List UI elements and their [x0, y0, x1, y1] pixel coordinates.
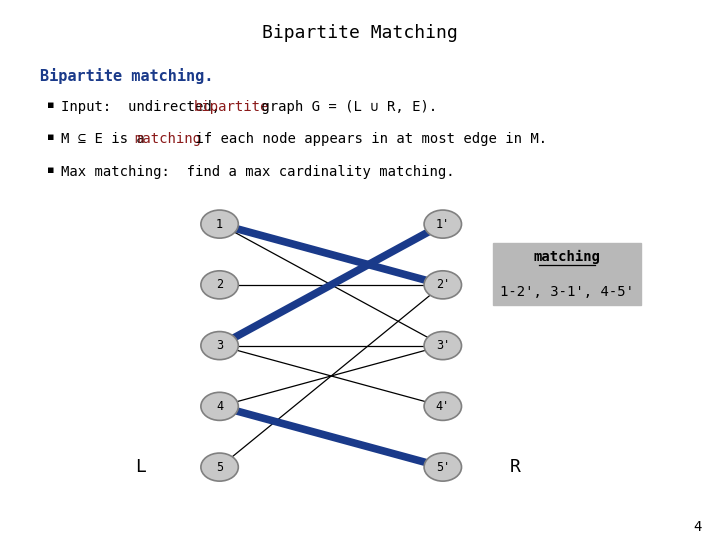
Text: 4: 4	[216, 400, 223, 413]
Text: 2: 2	[216, 278, 223, 292]
Text: Input:  undirected,: Input: undirected,	[61, 100, 229, 114]
Text: matching: matching	[134, 132, 201, 146]
Text: Max matching:  find a max cardinality matching.: Max matching: find a max cardinality mat…	[61, 165, 455, 179]
Text: Bipartite Matching: Bipartite Matching	[262, 24, 458, 42]
Circle shape	[424, 392, 462, 420]
Circle shape	[424, 332, 462, 360]
Text: 1: 1	[216, 218, 223, 231]
Text: bipartite: bipartite	[194, 100, 269, 114]
Text: 5': 5'	[436, 461, 450, 474]
Text: M ⊆ E is a: M ⊆ E is a	[61, 132, 153, 146]
Text: Bipartite matching.: Bipartite matching.	[40, 68, 213, 84]
Text: graph G = (L ∪ R, E).: graph G = (L ∪ R, E).	[253, 100, 438, 114]
Circle shape	[424, 210, 462, 238]
Text: 4: 4	[693, 519, 702, 534]
Text: ▪: ▪	[47, 100, 54, 110]
Text: R: R	[509, 458, 521, 476]
Circle shape	[424, 271, 462, 299]
Text: 3: 3	[216, 339, 223, 352]
Text: 2': 2'	[436, 278, 450, 292]
Circle shape	[201, 392, 238, 420]
Text: 3': 3'	[436, 339, 450, 352]
Text: ▪: ▪	[47, 132, 54, 143]
Circle shape	[201, 453, 238, 481]
Text: 5: 5	[216, 461, 223, 474]
FancyBboxPatch shape	[493, 243, 641, 305]
Text: ▪: ▪	[47, 165, 54, 175]
Text: 1': 1'	[436, 218, 450, 231]
Circle shape	[201, 210, 238, 238]
Text: 1-2', 3-1', 4-5': 1-2', 3-1', 4-5'	[500, 285, 634, 299]
Text: matching: matching	[534, 249, 600, 264]
Text: if each node appears in at most edge in M.: if each node appears in at most edge in …	[187, 132, 547, 146]
Text: L: L	[135, 458, 146, 476]
Circle shape	[201, 271, 238, 299]
Circle shape	[424, 453, 462, 481]
Circle shape	[201, 332, 238, 360]
Text: 4': 4'	[436, 400, 450, 413]
